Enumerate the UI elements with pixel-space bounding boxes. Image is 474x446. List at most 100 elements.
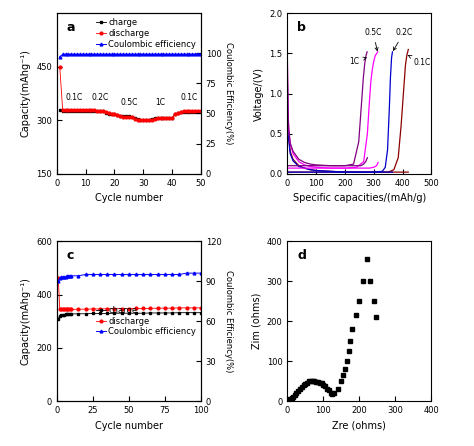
charge xyxy=(57,107,63,112)
Y-axis label: Coulombic Efficiency(%): Coulombic Efficiency(%) xyxy=(224,270,233,372)
Coulombic efficiency xyxy=(140,272,146,277)
Coulombic efficiency xyxy=(192,52,198,57)
discharge xyxy=(169,116,175,121)
discharge xyxy=(90,306,96,312)
Coulombic efficiency xyxy=(126,272,132,277)
discharge xyxy=(162,306,168,311)
charge xyxy=(169,116,175,121)
charge xyxy=(152,116,158,121)
charge xyxy=(126,113,132,119)
discharge xyxy=(155,306,161,311)
Coulombic efficiency xyxy=(112,52,118,57)
Coulombic efficiency xyxy=(169,272,175,277)
charge xyxy=(63,109,68,114)
charge xyxy=(198,109,204,114)
discharge xyxy=(83,306,89,312)
charge xyxy=(175,111,181,116)
Text: b: b xyxy=(297,21,306,34)
discharge xyxy=(190,109,195,114)
charge xyxy=(195,109,201,114)
charge xyxy=(112,310,118,316)
discharge xyxy=(155,116,161,121)
discharge xyxy=(65,107,71,113)
discharge xyxy=(126,306,132,311)
Coulombic efficiency xyxy=(169,52,175,57)
Coulombic efficiency xyxy=(106,52,111,57)
charge xyxy=(58,313,64,318)
Coulombic efficiency xyxy=(195,52,201,57)
charge xyxy=(176,310,182,315)
Coulombic efficiency xyxy=(164,52,169,57)
discharge xyxy=(183,109,189,114)
charge xyxy=(83,109,89,114)
discharge xyxy=(149,117,155,122)
charge xyxy=(109,111,114,116)
discharge xyxy=(106,111,111,116)
charge xyxy=(120,113,126,119)
Coulombic efficiency xyxy=(178,52,183,57)
charge xyxy=(181,109,186,114)
charge xyxy=(74,109,80,114)
charge xyxy=(183,109,189,114)
charge xyxy=(65,311,71,317)
X-axis label: Cycle number: Cycle number xyxy=(95,193,163,203)
X-axis label: Cycle number: Cycle number xyxy=(95,421,163,431)
Coulombic efficiency xyxy=(74,52,80,57)
discharge xyxy=(140,118,146,123)
discharge xyxy=(65,307,71,312)
discharge xyxy=(60,307,65,312)
Coulombic efficiency xyxy=(103,52,109,57)
charge xyxy=(148,310,154,316)
Y-axis label: Capacity(mAhg⁻¹): Capacity(mAhg⁻¹) xyxy=(20,277,31,365)
discharge xyxy=(71,107,77,113)
charge xyxy=(103,111,109,116)
discharge xyxy=(183,305,189,310)
Coulombic efficiency xyxy=(76,273,82,278)
charge xyxy=(164,116,169,121)
Text: 0.2C: 0.2C xyxy=(91,93,109,102)
Y-axis label: Zim (ohms): Zim (ohms) xyxy=(251,293,261,349)
Text: 1C: 1C xyxy=(349,57,366,66)
charge xyxy=(190,109,195,114)
Text: d: d xyxy=(297,249,306,262)
charge xyxy=(155,116,161,121)
charge xyxy=(132,116,137,121)
Text: c: c xyxy=(67,249,74,262)
discharge xyxy=(68,307,74,312)
discharge xyxy=(123,114,129,120)
Coulombic efficiency xyxy=(137,52,143,57)
charge xyxy=(65,109,71,114)
charge xyxy=(169,310,175,316)
charge xyxy=(55,316,61,321)
Coulombic efficiency xyxy=(63,274,68,280)
charge xyxy=(198,310,204,315)
Coulombic efficiency xyxy=(123,52,129,57)
Coulombic efficiency xyxy=(77,52,83,57)
Coulombic efficiency xyxy=(68,273,74,278)
Coulombic efficiency xyxy=(191,270,197,276)
Coulombic efficiency xyxy=(187,52,192,57)
discharge xyxy=(169,306,175,311)
discharge xyxy=(161,116,166,121)
discharge xyxy=(100,109,106,114)
discharge xyxy=(140,306,146,311)
discharge xyxy=(143,118,149,123)
charge xyxy=(76,311,82,316)
Coulombic efficiency xyxy=(161,52,166,57)
charge xyxy=(60,312,65,318)
Legend: charge, discharge, Coulombic efficiency: charge, discharge, Coulombic efficiency xyxy=(95,305,197,337)
charge xyxy=(191,310,197,315)
Coulombic efficiency xyxy=(109,52,114,57)
charge xyxy=(89,109,94,114)
discharge xyxy=(97,109,103,114)
Coulombic efficiency xyxy=(104,272,110,277)
Coulombic efficiency xyxy=(172,52,178,57)
discharge xyxy=(76,306,82,312)
charge xyxy=(140,117,146,122)
discharge xyxy=(112,306,118,311)
Coulombic efficiency xyxy=(60,274,65,280)
Coulombic efficiency xyxy=(97,52,103,57)
discharge xyxy=(178,110,183,115)
Coulombic efficiency xyxy=(146,52,152,57)
charge xyxy=(91,109,97,114)
